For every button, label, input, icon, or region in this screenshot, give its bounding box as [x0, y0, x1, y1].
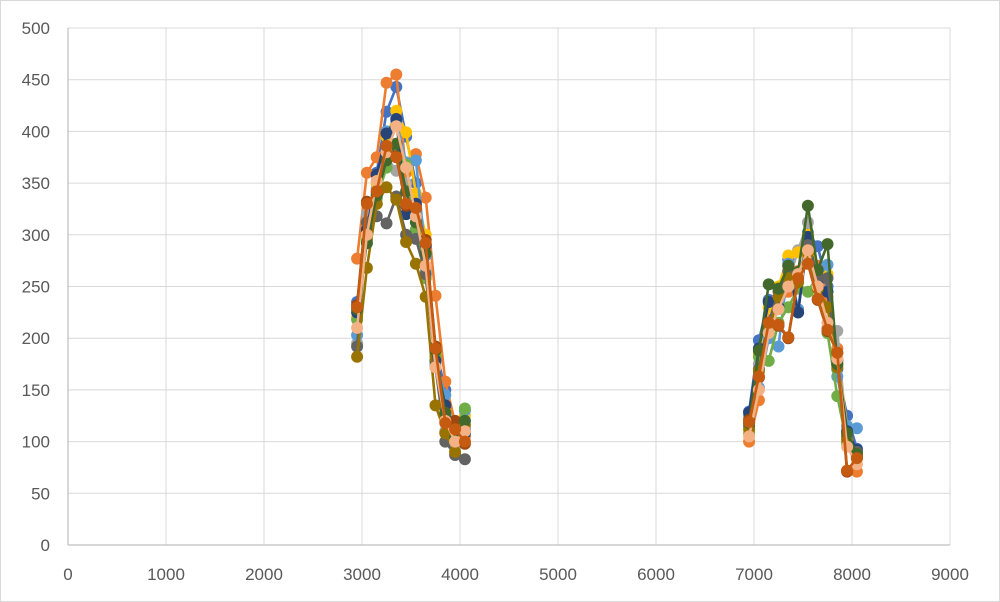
data-point	[458, 414, 471, 427]
data-point	[390, 120, 403, 133]
data-point	[458, 435, 471, 448]
data-point	[743, 430, 756, 443]
data-point	[360, 197, 373, 210]
data-point	[743, 416, 756, 428]
data-point	[458, 402, 471, 415]
data-point	[449, 423, 462, 436]
data-point	[762, 278, 775, 291]
data-point	[449, 445, 462, 458]
x-tick-label: 5000	[539, 565, 577, 584]
x-axis-tick-labels: 0 1000 2000 3000 4000 5000 6000 7000 8000 9000	[63, 565, 969, 584]
data-point	[390, 68, 403, 81]
x-tick-label: 3000	[343, 565, 381, 584]
data-point	[380, 139, 393, 152]
y-tick-label: 450	[22, 71, 50, 90]
x-tick-label: 0	[63, 565, 72, 584]
data-point	[400, 161, 413, 174]
data-point	[400, 126, 413, 139]
data-point	[360, 166, 373, 179]
series-13	[351, 139, 863, 477]
y-tick-label: 150	[22, 381, 50, 400]
data-point	[801, 285, 814, 298]
y-tick-label: 100	[22, 433, 50, 452]
data-point	[380, 217, 393, 230]
data-point	[390, 104, 403, 117]
data-point	[351, 321, 364, 334]
y-tick-label: 50	[31, 484, 50, 503]
data-point	[409, 257, 422, 270]
data-point	[772, 282, 785, 295]
data-point	[772, 303, 785, 316]
data-point	[782, 280, 795, 293]
data-point	[821, 238, 834, 251]
data-point	[419, 259, 432, 272]
x-tick-label: 1000	[147, 565, 185, 584]
data-point	[380, 76, 393, 89]
data-point	[782, 249, 795, 262]
data-point	[458, 425, 471, 438]
data-point	[400, 208, 413, 221]
data-point	[831, 346, 844, 359]
y-axis-tick-labels: 0 50 100 150 200 250 300 350 400 450 500	[22, 19, 50, 555]
series-line	[747, 262, 858, 472]
data-point	[752, 370, 765, 383]
data-point	[400, 197, 413, 210]
data-point	[811, 292, 824, 305]
data-point	[380, 181, 393, 194]
data-point	[772, 340, 785, 353]
data-point	[850, 452, 863, 465]
data-point	[390, 151, 403, 164]
data-point	[782, 331, 795, 344]
data-point	[801, 199, 814, 212]
series-layer	[351, 68, 863, 478]
data-point	[821, 323, 834, 336]
data-point	[782, 259, 795, 272]
x-tick-label: 8000	[833, 565, 871, 584]
data-point	[409, 201, 422, 214]
data-point	[380, 127, 393, 140]
y-tick-label: 200	[22, 329, 50, 348]
data-point	[429, 399, 442, 412]
y-tick-label: 250	[22, 278, 50, 297]
y-tick-label: 500	[22, 19, 50, 38]
data-point	[351, 350, 364, 363]
data-point	[409, 154, 422, 167]
x-tick-label: 7000	[735, 565, 773, 584]
data-point	[449, 414, 462, 427]
data-point	[429, 289, 442, 302]
x-tick-label: 6000	[637, 565, 675, 584]
x-tick-label: 9000	[931, 565, 969, 584]
data-point	[801, 244, 814, 257]
data-point	[801, 257, 814, 270]
data-point	[370, 185, 383, 198]
data-point	[419, 191, 432, 204]
data-point	[841, 440, 854, 453]
data-point	[772, 318, 785, 331]
data-point	[419, 237, 432, 250]
data-point	[792, 272, 805, 285]
data-point	[458, 453, 471, 466]
data-point	[449, 435, 462, 448]
data-point	[439, 427, 452, 440]
data-point	[792, 306, 805, 319]
data-point	[439, 417, 452, 429]
data-point	[762, 316, 775, 329]
data-point	[390, 193, 403, 206]
data-point	[850, 422, 863, 435]
y-tick-label: 350	[22, 174, 50, 193]
data-point	[841, 464, 854, 477]
y-tick-label: 400	[22, 122, 50, 141]
axes	[67, 28, 950, 546]
data-point	[429, 342, 442, 355]
data-point	[351, 301, 364, 314]
y-tick-label: 0	[41, 536, 50, 555]
data-point	[400, 236, 413, 248]
x-tick-label: 2000	[245, 565, 283, 584]
data-point	[782, 301, 795, 314]
y-tick-label: 300	[22, 226, 50, 245]
x-tick-label: 4000	[441, 565, 479, 584]
